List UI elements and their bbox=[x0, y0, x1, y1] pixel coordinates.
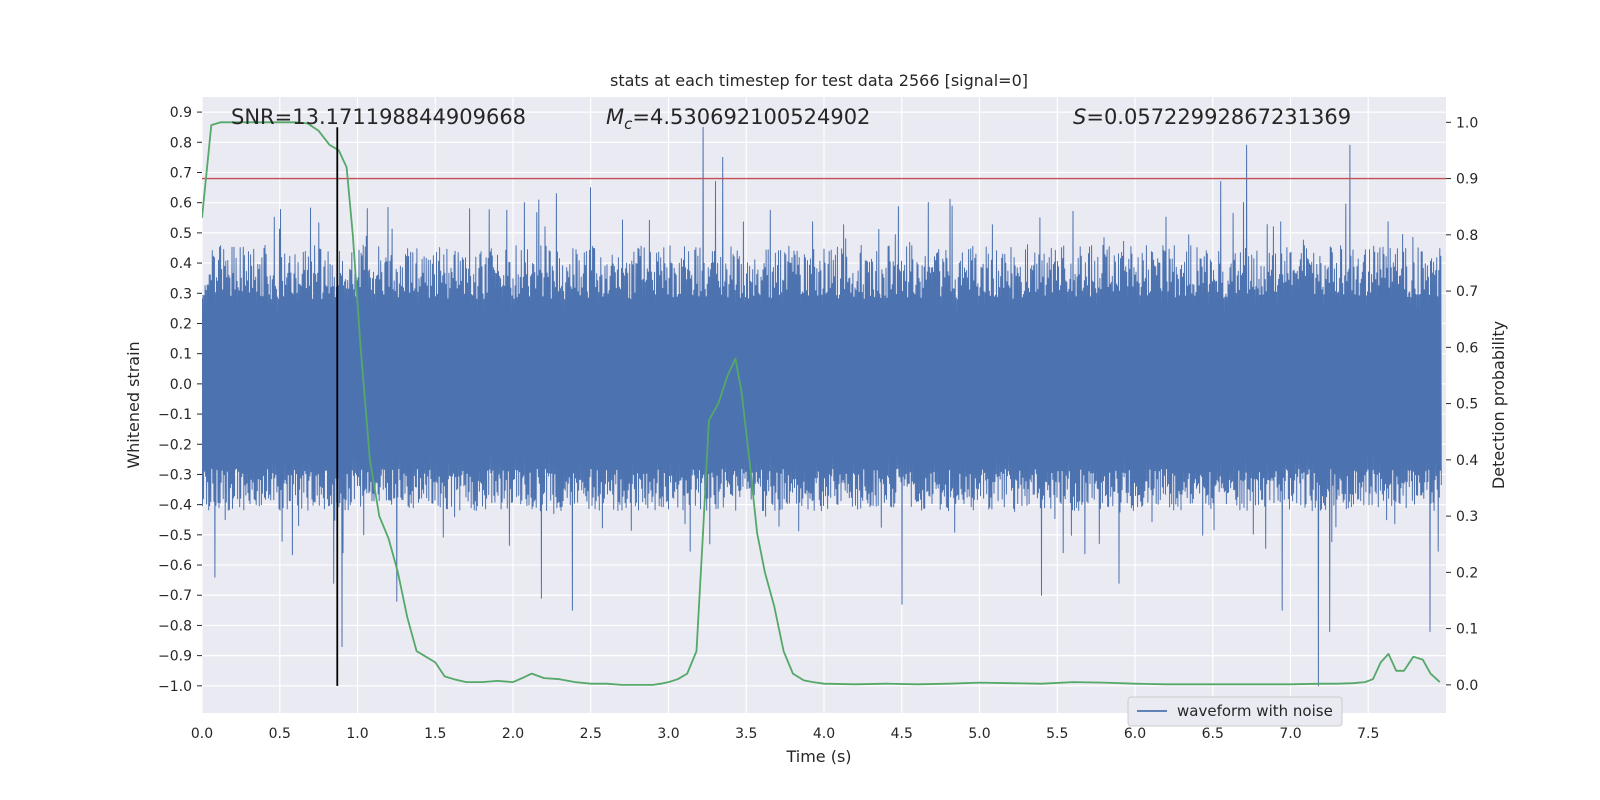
y-left-tick-label: 0.1 bbox=[170, 347, 192, 363]
x-axis-ticks: 0.0 0.5 1.0 1.5 2.0 2.5 3.0 3.5 4.0 4.5 5.0 5.5 6.0 6… bbox=[191, 726, 1380, 742]
x-tick-label: 5.5 bbox=[1046, 726, 1068, 742]
mc-subscript: c bbox=[624, 115, 633, 133]
x-tick-label: 6.5 bbox=[1202, 726, 1224, 742]
x-axis-label: Time (s) bbox=[785, 747, 851, 766]
y-right-tick-label: 1.0 bbox=[1456, 115, 1478, 131]
s-statistic-annotation: S=0.05722992867231369 bbox=[1073, 105, 1351, 129]
y-left-tick-label: 0.9 bbox=[170, 105, 192, 121]
y-right-tick-label: 0.8 bbox=[1456, 228, 1478, 244]
y-left-tick-label: 0.3 bbox=[170, 286, 192, 302]
y-left-tick-label: 0.2 bbox=[170, 316, 192, 332]
y-left-tick-label: −1.0 bbox=[158, 679, 192, 695]
x-tick-label: 4.5 bbox=[891, 726, 913, 742]
x-tick-label: 6.0 bbox=[1124, 726, 1146, 742]
x-tick-label: 5.0 bbox=[968, 726, 990, 742]
legend-box bbox=[1127, 696, 1343, 727]
y-left-tick-label: 0.5 bbox=[170, 226, 192, 242]
y-right-tick-label: 0.1 bbox=[1456, 622, 1478, 638]
x-tick-label: 3.0 bbox=[657, 726, 679, 742]
plot-content bbox=[202, 121, 1446, 687]
y-right-tick-label: 0.2 bbox=[1456, 565, 1478, 581]
y-left-tick-label: −0.9 bbox=[158, 649, 192, 665]
x-tick-label: 7.5 bbox=[1357, 726, 1379, 742]
y-right-tick-label: 0.6 bbox=[1456, 340, 1478, 356]
chirp-mass-annotation: Mc=4.530692100524902 bbox=[606, 105, 870, 133]
y-right-tick-label: 0.4 bbox=[1456, 453, 1478, 469]
y-left-tick-label: −0.3 bbox=[158, 467, 192, 483]
s-value: =0.05722992867231369 bbox=[1086, 105, 1351, 129]
mc-symbol: M bbox=[606, 105, 624, 129]
y-left-axis-ticks: 0.9 0.8 0.7 0.6 0.5 0.4 0.3 0.2 0.1 0.0 −0.1 −0.2 −0… bbox=[158, 105, 202, 695]
snr-annotation: SNR=13.171198844909668 bbox=[231, 105, 526, 129]
y-right-tick-label: 0.0 bbox=[1456, 678, 1478, 694]
y-left-tick-label: 0.7 bbox=[170, 165, 192, 181]
x-tick-label: 4.0 bbox=[813, 726, 835, 742]
mc-value: =4.530692100524902 bbox=[632, 105, 870, 129]
y-left-tick-label: −0.1 bbox=[158, 407, 192, 423]
waveform-series bbox=[202, 126, 1442, 687]
legend-label-waveform: waveform with noise bbox=[1177, 702, 1333, 720]
x-tick-label: 1.0 bbox=[346, 726, 368, 742]
y-right-tick-label: 0.9 bbox=[1456, 172, 1478, 188]
x-tick-label: 2.5 bbox=[580, 726, 602, 742]
x-tick-label: 1.5 bbox=[424, 726, 446, 742]
y-left-tick-label: −0.6 bbox=[158, 558, 192, 574]
x-tick-label: 0.0 bbox=[191, 726, 213, 742]
y-right-axis-ticks: 1.0 0.9 0.8 0.7 0.6 0.5 0.4 0.3 0.2 0.1 0.0 bbox=[1446, 115, 1478, 694]
y-left-axis-label: Whitened strain bbox=[124, 341, 143, 468]
s-symbol: S bbox=[1073, 105, 1086, 129]
detection-probability-series bbox=[202, 121, 1441, 686]
y-left-tick-label: −0.2 bbox=[158, 437, 192, 453]
y-right-axis-label: Detection probability bbox=[1489, 321, 1508, 489]
y-left-tick-label: 0.8 bbox=[170, 135, 192, 151]
y-left-tick-label: −0.8 bbox=[158, 618, 192, 634]
y-right-tick-label: 0.3 bbox=[1456, 509, 1478, 525]
y-right-tick-label: 0.5 bbox=[1456, 397, 1478, 413]
y-left-tick-label: −0.7 bbox=[158, 588, 192, 604]
chart-title: stats at each timestep for test data 256… bbox=[610, 71, 1028, 90]
y-left-tick-label: 0.4 bbox=[170, 256, 192, 272]
y-right-tick-label: 0.7 bbox=[1456, 284, 1478, 300]
y-left-tick-label: 0.0 bbox=[170, 377, 192, 393]
y-left-tick-label: −0.5 bbox=[158, 528, 192, 544]
x-tick-label: 3.5 bbox=[735, 726, 757, 742]
y-left-tick-label: 0.6 bbox=[170, 196, 192, 212]
legend: waveform with noise bbox=[1127, 696, 1343, 727]
x-tick-label: 7.0 bbox=[1279, 726, 1301, 742]
y-left-tick-label: −0.4 bbox=[158, 498, 192, 514]
x-tick-label: 0.5 bbox=[269, 726, 291, 742]
x-tick-label: 2.0 bbox=[502, 726, 524, 742]
